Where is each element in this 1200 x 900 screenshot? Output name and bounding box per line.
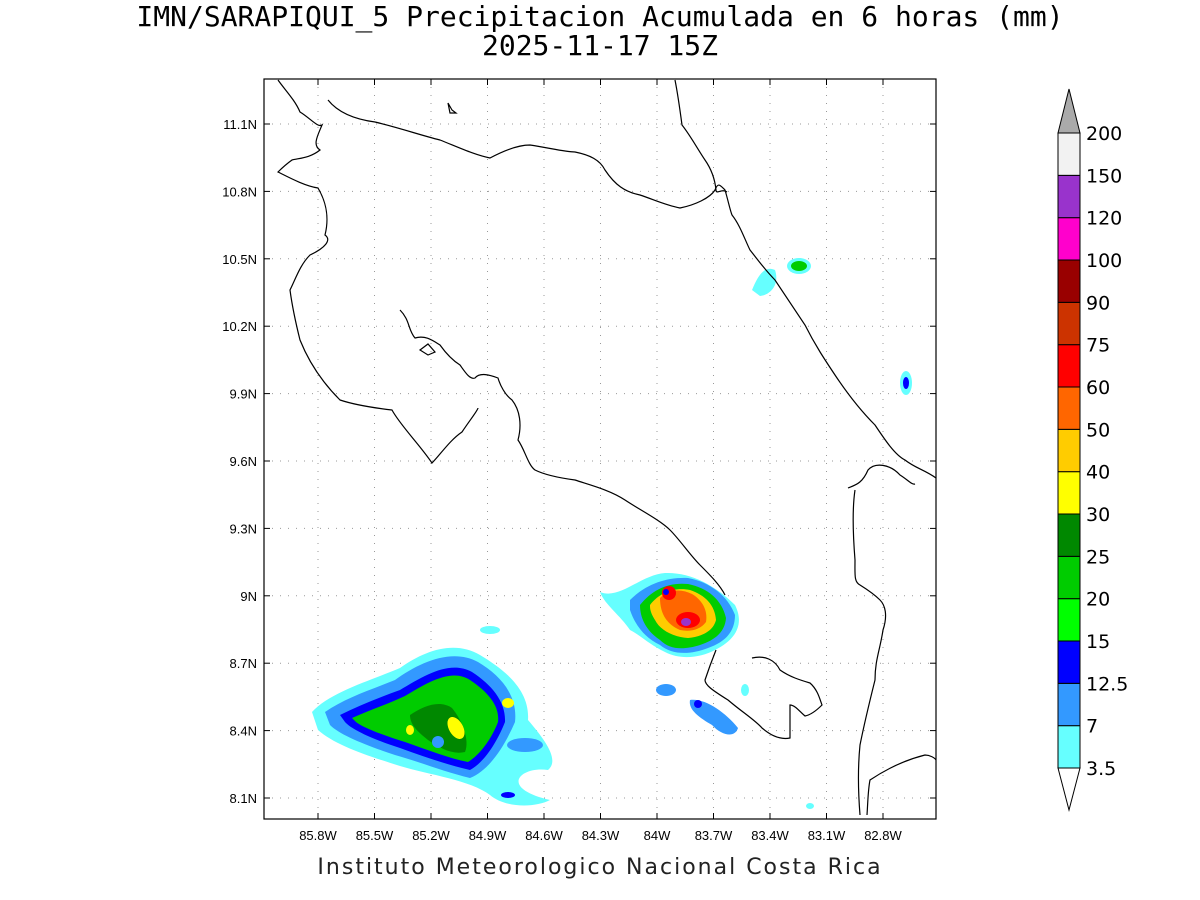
lat-tick-label: 8.1N <box>230 791 257 806</box>
colorbar-swatch <box>1057 555 1081 600</box>
lat-tick-label: 9.9N <box>230 387 257 402</box>
colorbar-over-arrow <box>1057 88 1081 134</box>
colorbar-swatch <box>1057 640 1081 684</box>
colorbar-label: 75 <box>1086 335 1110 357</box>
colorbar-label: 200 <box>1086 123 1122 145</box>
footer-credit: Instituto Meteorologico Nacional Costa R… <box>317 855 883 880</box>
lon-tick-label: 85.2W <box>412 828 450 843</box>
lon-tick-label: 84.3W <box>582 828 620 843</box>
lat-tick-label: 9.6N <box>230 454 257 469</box>
lon-tick-label: 85.8W <box>299 828 337 843</box>
colorbar-swatch <box>1057 301 1081 346</box>
longitude-axis: 85.8W 85.5W 85.2W 84.9W 84.6W 84.3W 84W 83.7W 83… <box>299 79 903 843</box>
colorbar-swatch <box>1057 725 1081 769</box>
colorbar-swatch <box>1057 174 1081 219</box>
colorbar-label: 60 <box>1086 377 1110 399</box>
colorbar-swatch <box>1057 513 1081 557</box>
lat-tick-label: 8.4N <box>230 724 257 739</box>
colorbar-swatch <box>1057 259 1081 303</box>
colorbar-swatch <box>1057 344 1081 388</box>
lat-tick-label: 10.2N <box>222 319 257 334</box>
colorbar-label: 100 <box>1086 250 1122 272</box>
colorbar-label: 30 <box>1086 504 1110 526</box>
colorbar-label: 120 <box>1086 208 1122 230</box>
colorbar-label: 150 <box>1086 165 1122 187</box>
map-title: IMN/SARAPIQUI_5 Precipitacion Acumulada … <box>0 2 1200 60</box>
colorbar-label: 90 <box>1086 292 1110 314</box>
colorbar-swatch <box>1057 386 1081 430</box>
title-line-2: 2025-11-17 15Z <box>481 29 718 62</box>
lon-tick-label: 84.6W <box>525 828 563 843</box>
title-line-1: IMN/SARAPIQUI_5 Precipitacion Acumulada … <box>136 0 1064 33</box>
colorbar-swatch <box>1057 598 1081 642</box>
lat-tick-label: 8.7N <box>230 656 257 671</box>
colorbar-label: 3.5 <box>1086 758 1116 780</box>
colorbar-label: 15 <box>1086 631 1110 653</box>
lon-tick-label: 83.7W <box>695 828 733 843</box>
colorbar-label: 7 <box>1086 716 1098 738</box>
lat-tick-label: 11.1N <box>223 117 257 132</box>
precip-cluster-southwest <box>312 626 553 806</box>
lat-tick-label: 9N <box>240 589 257 604</box>
colorbar-label: 20 <box>1086 589 1110 611</box>
colorbar-label: 50 <box>1086 419 1110 441</box>
colorbar-swatch <box>1057 217 1081 261</box>
lon-tick-label: 82.8W <box>864 828 902 843</box>
lon-tick-label: 83.1W <box>808 828 846 843</box>
lat-tick-label: 10.8N <box>222 184 257 199</box>
lat-tick-label: 10.5N <box>222 252 257 267</box>
precip-cluster-central <box>600 572 814 809</box>
lat-tick-label: 9.3N <box>230 521 257 536</box>
colorbar-under-arrow <box>1057 767 1081 812</box>
colorbar-legend: 3.5 7 12.5 15 20 25 30 40 50 60 75 90 100 120 150 200 <box>1057 88 1128 812</box>
coastlines-borders <box>276 79 936 816</box>
colorbar-label: 40 <box>1086 462 1110 484</box>
lon-tick-label: 83.4W <box>751 828 789 843</box>
lon-tick-label: 85.5W <box>356 828 394 843</box>
colorbar-swatch <box>1057 682 1081 727</box>
colorbar-label: 12.5 <box>1086 673 1128 695</box>
grid-lines <box>264 79 936 819</box>
colorbar-label: 25 <box>1086 546 1110 568</box>
colorbar-swatch <box>1057 428 1081 473</box>
colorbar-swatch <box>1057 132 1081 176</box>
colorbar-swatch <box>1057 471 1081 515</box>
latitude-axis: 11.1N 10.8N 10.5N 10.2N 9.9N 9.6N 9.3N 9N 8.7N 8.… <box>222 117 936 806</box>
lon-tick-label: 84.9W <box>469 828 507 843</box>
lon-tick-label: 84W <box>644 828 671 843</box>
